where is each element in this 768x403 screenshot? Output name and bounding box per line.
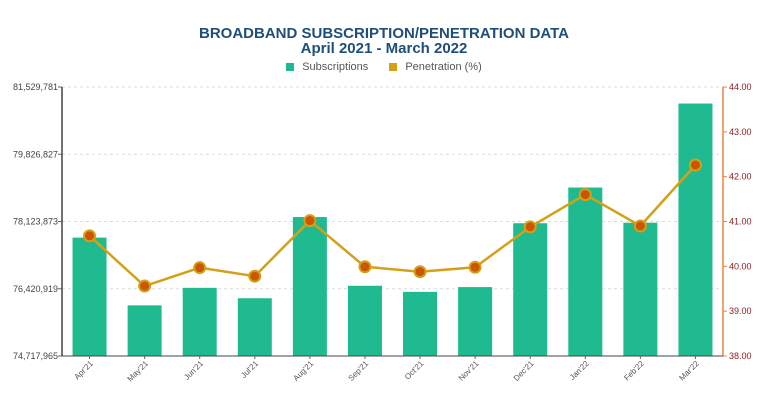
bar-subscriptions bbox=[72, 237, 107, 356]
point-penetration bbox=[688, 158, 702, 172]
y-left-tick-label: 76,420,919 bbox=[13, 284, 58, 294]
bar-subscriptions bbox=[623, 222, 658, 356]
legend-label-subscriptions: Subscriptions bbox=[302, 61, 369, 73]
point-penetration bbox=[633, 219, 647, 233]
y-left-tick-label: 74,717,965 bbox=[13, 351, 58, 361]
bar-subscriptions bbox=[237, 298, 272, 356]
point-penetration bbox=[138, 279, 152, 293]
point-penetration bbox=[413, 265, 427, 279]
legend-label-penetration: Penetration (%) bbox=[405, 61, 482, 73]
x-tick-label: Oct'21 bbox=[403, 359, 426, 382]
point-penetration bbox=[523, 220, 537, 234]
x-tick-label: Aug'21 bbox=[291, 359, 315, 383]
x-tick-label: Mar'22 bbox=[677, 359, 701, 383]
legend-item-subscriptions[interactable]: Subscriptions bbox=[286, 61, 368, 73]
x-tick-label: Sep'21 bbox=[347, 359, 371, 383]
bar-subscriptions bbox=[458, 287, 493, 356]
x-tick-label: Jun'21 bbox=[182, 359, 205, 382]
point-penetration bbox=[248, 269, 262, 283]
x-tick-label: Jan'22 bbox=[568, 359, 591, 382]
y-right-tick-label: 39.00 bbox=[729, 306, 752, 316]
y-right-tick-label: 42.00 bbox=[729, 172, 752, 182]
y-left-tick-label: 78,123,873 bbox=[13, 217, 58, 227]
bar-subscriptions bbox=[513, 223, 548, 356]
bar-subscriptions bbox=[292, 217, 327, 356]
point-penetration bbox=[578, 188, 592, 202]
legend-swatch-penetration bbox=[389, 63, 398, 71]
bar-subscriptions bbox=[182, 287, 217, 356]
y-right-tick-label: 44.00 bbox=[729, 82, 752, 92]
y-right-tick-label: 43.00 bbox=[729, 127, 752, 137]
point-penetration bbox=[303, 214, 317, 228]
bar-subscriptions bbox=[127, 305, 162, 356]
point-penetration bbox=[193, 261, 207, 275]
bar-subscriptions bbox=[678, 103, 713, 356]
chart-subtitle: April 2021 - March 2022 bbox=[300, 40, 468, 57]
legend-swatch-subscriptions bbox=[286, 63, 295, 71]
legend: Subscriptions Penetration (%) bbox=[0, 61, 768, 73]
y-right-tick-label: 40.00 bbox=[729, 261, 752, 271]
point-penetration bbox=[83, 229, 97, 243]
x-tick-label: Apr'21 bbox=[72, 359, 95, 382]
chart-title: BROADBAND SUBSCRIPTION/PENETRATION DATA bbox=[199, 25, 569, 42]
x-tick-label: Dec'21 bbox=[512, 359, 536, 383]
x-tick-label: May'21 bbox=[126, 359, 151, 384]
legend-item-penetration[interactable]: Penetration (%) bbox=[389, 61, 482, 73]
line-penetration bbox=[88, 164, 697, 288]
y-right-tick-label: 41.00 bbox=[729, 217, 752, 227]
bar-subscriptions bbox=[568, 187, 603, 356]
x-tick-label: Feb'22 bbox=[622, 359, 646, 383]
y-left-tick-label: 81,529,781 bbox=[13, 82, 58, 92]
point-penetration bbox=[358, 260, 372, 274]
x-tick-label: Jul'21 bbox=[239, 359, 260, 380]
bar-subscriptions bbox=[347, 285, 382, 356]
y-right-tick-label: 38.00 bbox=[729, 351, 752, 361]
point-penetration bbox=[468, 260, 482, 274]
y-left-tick-label: 79,826,827 bbox=[13, 149, 58, 159]
x-tick-label: Nov'21 bbox=[457, 359, 481, 383]
bar-subscriptions bbox=[403, 291, 438, 356]
